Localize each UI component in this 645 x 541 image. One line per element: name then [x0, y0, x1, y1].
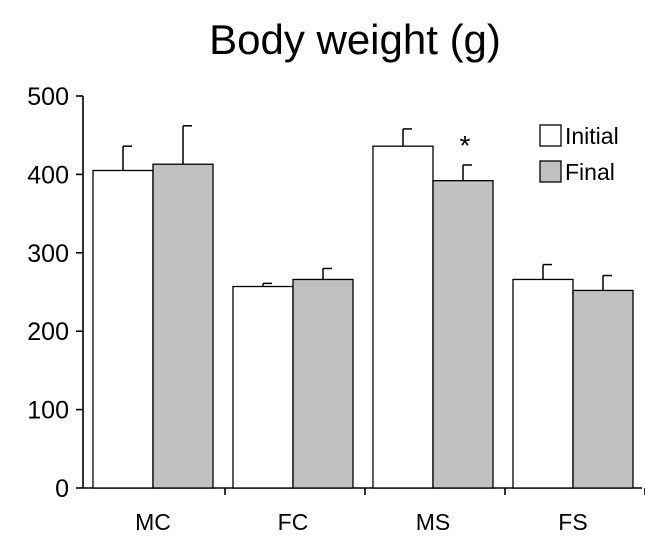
y-tick-label: 100	[27, 397, 69, 425]
legend-swatch-initial	[540, 125, 561, 146]
x-tick-label: FC	[278, 509, 309, 535]
bar-initial-ms	[373, 146, 433, 488]
bar-final-mc	[153, 164, 213, 488]
y-tick-label: 400	[27, 161, 69, 189]
y-tick-label: 300	[27, 240, 69, 268]
bar-initial-fc	[233, 287, 293, 488]
significance-marker: *	[460, 130, 471, 161]
y-tick-label: 500	[27, 83, 69, 111]
bar-initial-fs	[513, 279, 573, 488]
y-tick-label: 0	[55, 475, 69, 503]
legend-label-initial: Initial	[565, 123, 619, 149]
y-tick-label: 200	[27, 318, 69, 346]
x-tick-label: MS	[416, 509, 451, 535]
legend-label-final: Final	[565, 159, 615, 185]
legend-swatch-final	[540, 161, 561, 182]
bar-final-ms	[433, 181, 493, 488]
chart-title: Body weight (g)	[209, 16, 501, 63]
bar-final-fc	[293, 279, 353, 488]
bar-initial-mc	[93, 170, 153, 488]
bar-final-fs	[573, 290, 633, 488]
x-tick-label: FS	[558, 509, 587, 535]
plot-area: 0 100 200 300 400 500 MC FC MS FS * Initial Final	[27, 83, 645, 535]
x-tick-label: MC	[135, 509, 171, 535]
